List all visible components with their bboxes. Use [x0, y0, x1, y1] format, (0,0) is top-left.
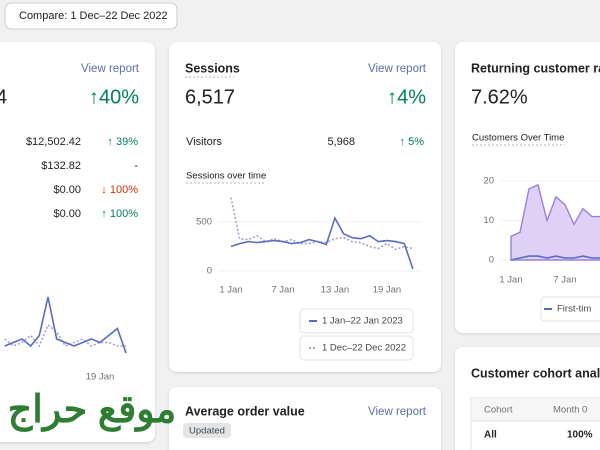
metric-value: $12,502.42 [26, 136, 81, 148]
y-tick-label: 0 [489, 255, 494, 266]
metric-change: ↑ 5% [400, 136, 425, 148]
table-header: Cohort [484, 405, 513, 416]
x-tick-label: 19 Jan [373, 285, 402, 296]
x-tick-label: 13 Jan [321, 285, 350, 296]
sales-card [0, 42, 155, 442]
y-tick-label: 10 [483, 215, 494, 226]
legend-item-box[interactable] [299, 308, 414, 334]
view-report-link[interactable]: View report [368, 63, 427, 75]
legend-item-box[interactable] [299, 335, 414, 361]
badge: Updated [189, 426, 225, 437]
card-title: Sessions [185, 61, 240, 75]
series-line [510, 255, 600, 261]
series-line [4, 296, 127, 354]
view-report-link[interactable]: View report [368, 406, 427, 418]
change: ↑4% [387, 86, 426, 108]
series-line [230, 216, 414, 270]
metric-value: 5,968 [327, 136, 355, 148]
metric-value: $0.00 [53, 208, 81, 220]
sessions-card [169, 42, 441, 372]
change: ↑40% [89, 86, 139, 108]
series-line [4, 323, 126, 348]
y-tick-label: 20 [483, 176, 494, 187]
compare-label: Compare: 1 Dec–22 Dec 2022 [19, 10, 168, 22]
metric-change: - [134, 160, 138, 172]
big-number: 6,517 [185, 86, 235, 108]
x-tick-label: 1 Jan [219, 285, 242, 296]
metric-change: ↑ 100% [101, 208, 138, 220]
watermark: موقع حراج [8, 389, 176, 432]
x-tick-label: 7 Jan [271, 285, 294, 296]
chart-title: Customers Over Time [472, 133, 564, 144]
table-header: Month 0 [553, 405, 587, 416]
compare-button[interactable] [4, 2, 178, 30]
series-area [510, 183, 600, 261]
chart-title: Sessions over time [186, 171, 266, 182]
x-tick-label: 1 Jan [499, 275, 522, 286]
card-title: Customer cohort analy [471, 366, 600, 380]
metric-change: ↓ 100% [101, 184, 138, 196]
view-report-link[interactable]: View report [81, 63, 140, 75]
aov-card [169, 387, 441, 450]
big-number: 4 [0, 86, 7, 108]
x-tick-label: 7 Jan [553, 275, 576, 286]
metric-value: $0.00 [53, 184, 81, 196]
card-title: Average order value [185, 404, 305, 418]
legend-item-box[interactable] [540, 296, 600, 322]
big-number: 7.62% [471, 86, 528, 108]
legend-label: First-tim [557, 304, 591, 315]
y-tick-label: 500 [196, 217, 212, 228]
card-title: Returning customer ra [471, 61, 600, 75]
legend-label: 1 Jan–22 Jan 2023 [322, 316, 403, 327]
table-header-bg [472, 399, 600, 421]
table-cell: 100% [567, 430, 593, 441]
series-line [230, 197, 414, 251]
metric-change: ↑ 39% [107, 136, 138, 148]
metric-label: Visitors [186, 136, 222, 148]
y-tick-label: 0 [207, 266, 212, 277]
metric-value: $132.82 [41, 160, 81, 172]
x-tick-label: 19 Jan [86, 372, 115, 383]
table-cell: All [484, 430, 497, 441]
legend-label: 1 Dec–22 Dec 2022 [322, 343, 406, 354]
badge-bg [183, 423, 231, 438]
